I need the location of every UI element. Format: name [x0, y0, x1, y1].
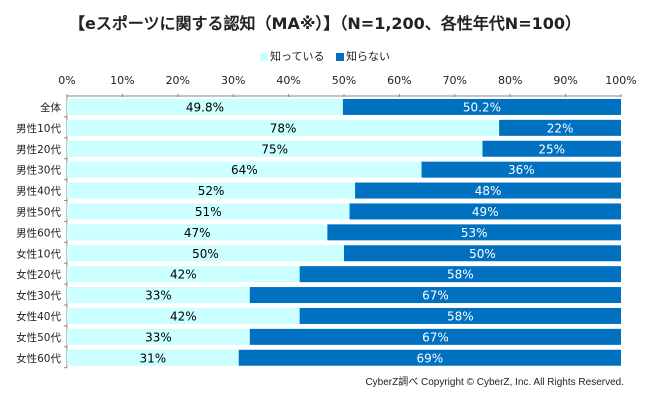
bar-known	[67, 307, 300, 324]
bar-known	[67, 161, 422, 178]
data-label: 67%	[422, 289, 449, 303]
data-label: 58%	[447, 309, 474, 323]
data-label: 33%	[145, 289, 172, 303]
category-label: 男性10代	[16, 122, 61, 135]
x-tick-label: 70%	[443, 74, 467, 87]
category-label: 女性30代	[16, 289, 61, 302]
x-tick-label: 80%	[498, 74, 522, 87]
bar-unknown	[349, 203, 621, 220]
data-label: 67%	[422, 330, 449, 344]
data-label: 42%	[170, 309, 197, 323]
data-label: 50%	[469, 247, 496, 261]
bar-known	[67, 140, 483, 157]
x-tick-label: 90%	[553, 74, 577, 87]
bar-unknown	[327, 224, 621, 241]
category-label: 男性50代	[16, 205, 61, 218]
x-tick-label: 10%	[110, 74, 134, 87]
category-label: 男性30代	[16, 164, 61, 177]
data-label: 50%	[192, 247, 219, 261]
category-label: 男性20代	[16, 143, 61, 156]
bar-known	[67, 349, 239, 366]
legend-item-known: 知っている	[260, 48, 324, 64]
data-label: 52%	[198, 184, 225, 198]
category-label: 女性60代	[16, 352, 61, 365]
bar-unknown	[355, 182, 621, 199]
data-label: 42%	[170, 268, 197, 282]
data-label: 78%	[270, 121, 297, 135]
data-label: 48%	[475, 184, 502, 198]
category-label: 女性10代	[16, 247, 61, 260]
data-label: 33%	[145, 330, 172, 344]
bar-known	[67, 328, 250, 345]
category-label: 全体	[40, 101, 61, 114]
x-tick-label: 0%	[58, 74, 75, 87]
x-tick-label: 50%	[332, 74, 356, 87]
category-label: 女性20代	[16, 268, 61, 281]
bar-unknown	[499, 119, 621, 136]
chart-title: 【eスポーツに関する認知（MA※）】（N=1,200、各性年代N=100）	[69, 14, 581, 33]
bar-unknown	[249, 287, 621, 304]
bar-unknown	[299, 266, 621, 283]
category-label: 男性60代	[16, 226, 61, 239]
x-tick-label: 40%	[276, 74, 300, 87]
category-label: 女性50代	[16, 331, 61, 344]
data-label: 75%	[261, 142, 288, 156]
data-label: 51%	[195, 205, 222, 219]
legend-swatch	[260, 53, 269, 61]
x-tick-label: 100%	[605, 74, 636, 87]
data-label: 22%	[547, 121, 574, 135]
bar-unknown	[249, 328, 621, 345]
category-label: 男性40代	[16, 185, 61, 198]
bar-known	[67, 287, 250, 304]
x-tick-label: 20%	[166, 74, 190, 87]
bar-unknown	[238, 349, 622, 366]
category-label: 女性40代	[16, 310, 61, 323]
x-tick-label: 60%	[387, 74, 411, 87]
bar-unknown	[421, 161, 621, 178]
bar-known	[67, 182, 356, 199]
legend-swatch	[335, 53, 344, 61]
bar-known	[67, 224, 328, 241]
footer-copyright: CyberZ調べ Copyright © CyberZ, Inc. All Ri…	[365, 377, 624, 388]
data-label: 25%	[538, 142, 565, 156]
data-label: 49%	[472, 205, 499, 219]
bar-known	[67, 98, 343, 115]
bar-known	[67, 266, 300, 283]
bar-known	[67, 245, 344, 262]
data-label: 69%	[417, 351, 444, 365]
data-label: 64%	[231, 163, 258, 177]
data-label: 53%	[461, 226, 488, 240]
data-label: 50.2%	[463, 100, 501, 114]
legend: 知っている 知らない	[0, 48, 650, 64]
data-label: 36%	[508, 163, 535, 177]
x-tick-label: 30%	[221, 74, 245, 87]
bar-unknown	[344, 245, 621, 262]
legend-item-unknown: 知らない	[335, 48, 390, 64]
bar-known	[67, 119, 500, 136]
bar-known	[67, 203, 350, 220]
data-label: 58%	[447, 268, 474, 282]
data-label: 31%	[140, 351, 167, 365]
bar-unknown	[342, 98, 621, 115]
bar-unknown	[482, 140, 621, 157]
data-label: 47%	[184, 226, 211, 240]
bar-unknown	[299, 307, 621, 324]
data-label: 49.8%	[186, 100, 224, 114]
